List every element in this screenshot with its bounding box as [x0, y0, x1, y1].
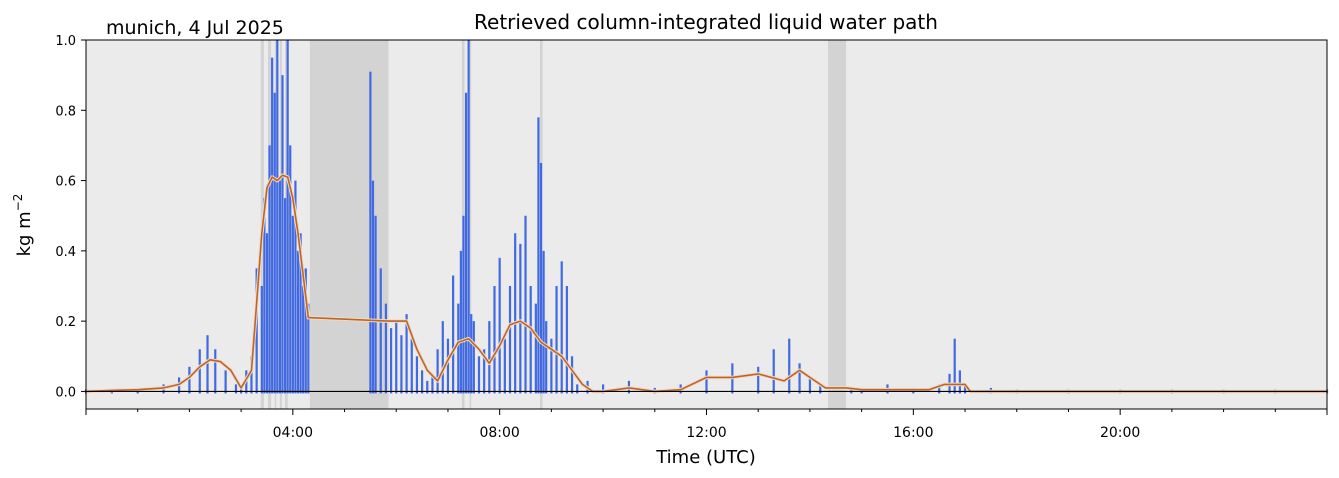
shaded-interval-4 — [285, 40, 288, 409]
x-tick-label-0: 04:00 — [273, 425, 313, 441]
x-tick-label-3: 16:00 — [893, 425, 933, 441]
shaded-interval-9 — [828, 40, 847, 409]
y-tick-label-1: 0.2 — [55, 315, 76, 330]
y-tick-label-0: 0.0 — [55, 385, 76, 400]
x-tick-label-1: 08:00 — [479, 425, 519, 441]
y-axis: 0.0 0.2 0.4 0.6 0.8 1.0 — [55, 34, 86, 400]
smoothed-series — [85, 173, 1327, 394]
x-tick-label-4: 20:00 — [1100, 425, 1140, 441]
chart-title: Retrieved column-integrated liquid water… — [474, 10, 938, 34]
y-axis-label-base: kg m — [14, 211, 35, 256]
lwp-points-series — [84, 40, 1329, 394]
smoothed-line — [85, 174, 1327, 393]
y-tick-label-3: 0.6 — [55, 175, 76, 190]
shaded-interval-5 — [309, 40, 389, 409]
y-axis-label: kg m−2 — [11, 194, 35, 257]
x-tick-label-2: 12:00 — [686, 425, 726, 441]
x-axis-label: Time (UTC) — [655, 447, 756, 468]
shaded-interval-7 — [469, 40, 472, 409]
y-tick-label-5: 1.0 — [55, 34, 76, 49]
y-tick-label-2: 0.4 — [55, 245, 76, 260]
y-axis-label-exponent: −2 — [11, 194, 25, 212]
y-tick-label-4: 0.8 — [55, 104, 76, 119]
chart-subtitle: munich, 4 Jul 2025 — [106, 17, 284, 39]
x-axis: 04:00 08:00 12:00 16:00 20:00 — [85, 409, 1328, 441]
